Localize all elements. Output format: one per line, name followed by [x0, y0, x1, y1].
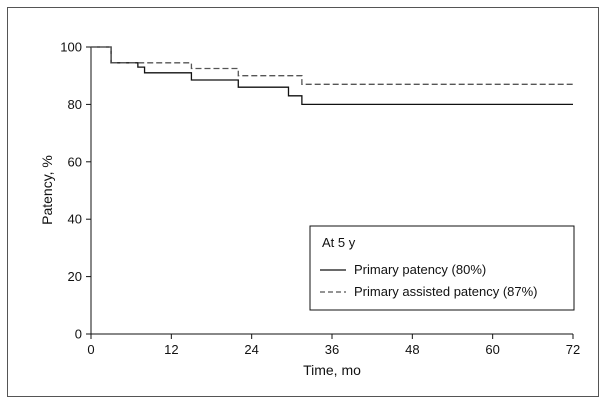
figure-frame: [7, 7, 599, 397]
y-tick-label: 0: [75, 327, 82, 342]
x-tick-label: 72: [566, 342, 580, 357]
y-tick-label: 60: [68, 154, 82, 169]
legend-label-assisted: Primary assisted patency (87%): [354, 284, 538, 299]
y-axis-label: Patency, %: [39, 155, 55, 225]
x-tick-label: 48: [405, 342, 419, 357]
series-line-primary-patency: [91, 46, 573, 106]
x-axis-label: Time, mo: [303, 362, 361, 378]
legend-label-primary: Primary patency (80%): [354, 262, 486, 277]
x-tick-label: 0: [87, 342, 94, 357]
y-tick-label: 100: [60, 40, 82, 55]
y-tick-label: 20: [68, 269, 82, 284]
y-tick-label: 80: [68, 97, 82, 112]
legend-box: [309, 225, 575, 311]
x-tick-label: 24: [244, 342, 258, 357]
axes: 0 12 24 36 48 60 72 0 20 40 60 80 100: [60, 40, 580, 358]
series-line-primary-assisted-patency: [91, 46, 573, 85]
x-tick-label: 12: [164, 342, 178, 357]
y-tick-label: 40: [68, 212, 82, 227]
series-layer: [91, 46, 573, 106]
legend: At 5 y Primary patency (80%) Primary ass…: [309, 225, 575, 311]
legend-title: At 5 y: [322, 235, 356, 250]
x-tick-label: 60: [485, 342, 499, 357]
x-tick-label: 36: [325, 342, 339, 357]
